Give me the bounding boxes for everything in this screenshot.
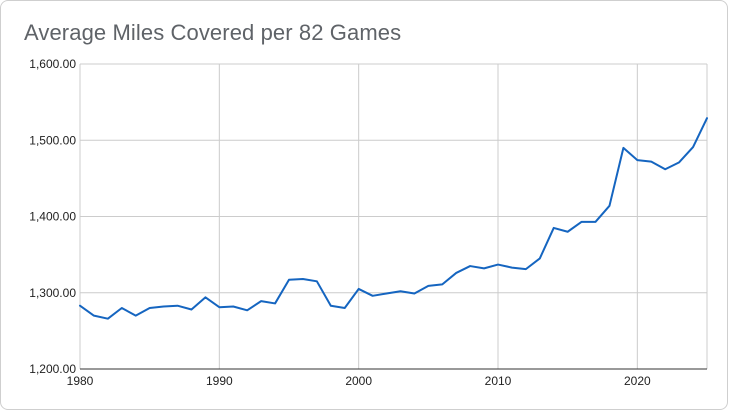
x-tick-label: 1990 <box>206 374 233 388</box>
chart-title: Average Miles Covered per 82 Games <box>24 20 402 45</box>
y-tick-label: 1,400.00 <box>29 210 76 224</box>
series-line <box>79 117 708 320</box>
x-tick-label: 1980 <box>67 374 94 388</box>
x-tick-label: 2000 <box>345 374 372 388</box>
y-tick-label: 1,200.00 <box>29 362 76 376</box>
y-tick-label: 1,600.00 <box>29 57 76 71</box>
y-tick-label: 1,300.00 <box>29 286 76 300</box>
x-tick-label: 2010 <box>485 374 512 388</box>
y-tick-label: 1,500.00 <box>29 133 76 147</box>
x-tick-label: 2020 <box>624 374 651 388</box>
